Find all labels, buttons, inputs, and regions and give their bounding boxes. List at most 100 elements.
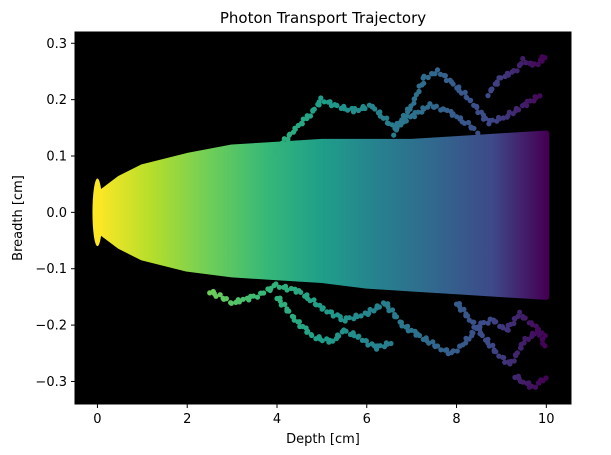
trajectory-point <box>438 347 444 353</box>
trajectory-point <box>351 333 357 339</box>
trajectory-point <box>338 317 344 323</box>
trajectory-point <box>282 301 288 307</box>
trajectory-point <box>444 107 450 113</box>
trajectory-point <box>493 349 499 355</box>
trajectory-point <box>421 80 427 86</box>
trajectory-point <box>279 140 285 146</box>
trajectory-1 <box>269 95 481 161</box>
trajectory-point <box>254 294 261 300</box>
trajectory-point <box>240 296 246 302</box>
plot-frame <box>74 31 572 405</box>
trajectory-point <box>485 93 491 99</box>
trajectory-point <box>517 309 523 315</box>
trajectory-6 <box>382 301 548 357</box>
trajectory-point <box>434 343 441 349</box>
trajectory-point <box>531 61 537 67</box>
x-tick-label: 6 <box>363 412 371 427</box>
trajectory-point <box>354 313 360 320</box>
trajectory-point <box>450 348 456 354</box>
trajectory-point <box>525 336 532 342</box>
trajectory-point <box>493 319 499 325</box>
y-axis: −0.3 −0.2 −0.1 0.0 0.1 0.2 0.3 <box>35 37 75 390</box>
trajectory-point <box>363 338 369 344</box>
trajectory-point <box>442 73 448 79</box>
trajectory-point <box>514 350 521 356</box>
trajectory-point <box>522 315 528 321</box>
trajectory-5 <box>207 281 387 324</box>
trajectory-point <box>532 384 539 390</box>
trajectory-point <box>416 88 422 95</box>
trajectory-point <box>228 300 234 306</box>
trajectory-point <box>432 71 438 77</box>
trajectory-point <box>319 338 325 344</box>
trajectory-point <box>261 290 267 296</box>
trajectory-point <box>298 289 304 295</box>
trajectory-point <box>321 99 327 105</box>
trajectory-point <box>376 304 382 310</box>
trajectory-point <box>485 320 491 326</box>
trajectory-point <box>468 97 474 103</box>
trajectory-point <box>377 109 383 115</box>
trajectory-point <box>269 155 276 161</box>
trajectory-point <box>411 114 418 120</box>
trajectory-point <box>362 105 368 112</box>
y-axis-label: Breadth [cm] <box>11 175 26 261</box>
trajectory-point <box>391 132 397 138</box>
trajectory-point <box>327 99 333 105</box>
y-tick-label: 0.1 <box>46 150 67 165</box>
trajectory-point <box>309 332 315 339</box>
trajectory-point <box>450 111 456 117</box>
trajectory-point <box>474 104 480 111</box>
trajectory-point <box>334 102 340 109</box>
trajectory-point <box>454 348 460 354</box>
trajectory-point <box>389 307 396 313</box>
trajectory-point <box>415 109 421 115</box>
x-tick-label: 10 <box>538 412 555 427</box>
y-tick-label: −0.1 <box>35 262 67 277</box>
trajectory-point <box>399 117 405 123</box>
x-tick-label: 8 <box>452 412 460 427</box>
trajectory-point <box>425 74 431 81</box>
trajectory-point <box>276 284 282 290</box>
trajectory-point <box>500 325 506 331</box>
trajectory-point <box>284 287 290 293</box>
trajectory-point <box>330 338 336 344</box>
trajectory-point <box>324 309 330 315</box>
trajectory-point <box>336 333 342 339</box>
trajectory-point <box>356 333 362 339</box>
trajectory-point <box>367 306 373 313</box>
trajectory-point <box>343 328 349 334</box>
trajectory-point <box>505 327 511 333</box>
trajectory-point <box>450 81 456 87</box>
trajectory-point <box>463 340 469 346</box>
trajectory-point <box>461 306 467 312</box>
trajectory-point <box>307 298 313 304</box>
data-layer <box>92 54 550 390</box>
trajectory-point <box>515 313 521 319</box>
trajectory-core <box>94 130 550 300</box>
trajectory-point <box>285 136 291 142</box>
trajectory-point <box>489 86 495 92</box>
trajectory-point <box>501 355 507 361</box>
trajectory-point <box>494 79 500 85</box>
trajectory-point <box>416 332 423 339</box>
trajectory-point <box>479 332 485 339</box>
trajectory-point <box>444 347 450 353</box>
y-tick-label: −0.2 <box>35 319 67 334</box>
trajectory-point <box>518 61 524 67</box>
trajectory-point <box>405 323 411 329</box>
x-axis-label: Depth [cm] <box>286 432 360 447</box>
trajectory-point <box>388 340 394 347</box>
y-tick-label: 0.0 <box>46 206 67 221</box>
trajectory-point <box>330 313 336 319</box>
trajectory-point <box>345 107 351 113</box>
trajectory-point <box>411 100 417 106</box>
trajectory-point <box>537 93 543 99</box>
trajectory-point <box>434 67 441 73</box>
trajectory-4 <box>274 295 394 352</box>
trajectory-point <box>475 130 481 136</box>
trajectory-point <box>384 115 390 121</box>
y-tick-label: 0.3 <box>46 37 67 52</box>
trajectory-point <box>311 106 317 112</box>
trajectory-point <box>421 73 427 79</box>
